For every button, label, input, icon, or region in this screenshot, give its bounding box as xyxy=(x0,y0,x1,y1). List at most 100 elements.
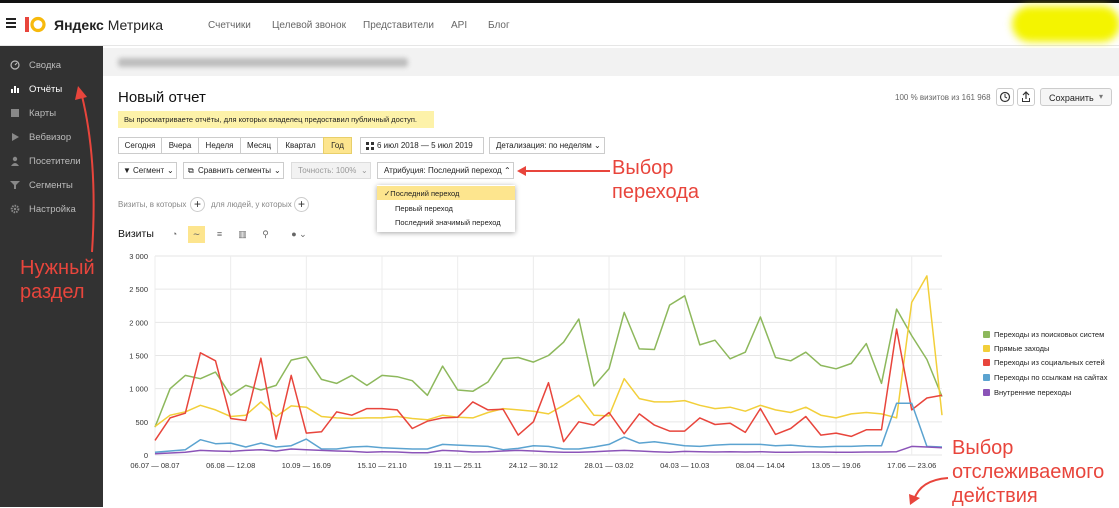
period-month[interactable]: Месяц xyxy=(240,137,278,154)
legend-label: Переходы из социальных сетей xyxy=(994,358,1105,367)
top-stripe xyxy=(0,0,1119,3)
chevron-up-icon: ⌃ xyxy=(504,166,511,175)
nav-blog[interactable]: Блог xyxy=(488,20,510,31)
compare-segments-button[interactable]: ⧉ Сравнить сегменты ⌄ xyxy=(183,162,284,179)
period-year[interactable]: Год xyxy=(323,137,352,154)
attribution-option-last[interactable]: ✓Последний переход xyxy=(377,186,515,200)
sidebar-item-settings[interactable]: Настройка xyxy=(0,200,103,220)
sidebar-item-visitors[interactable]: Посетители xyxy=(0,152,103,172)
annotation-transition-choice: Выбор перехода xyxy=(612,157,700,203)
y-tick-label: 2 000 xyxy=(129,318,148,327)
x-tick-label: 08.04 — 14.04 xyxy=(736,461,785,470)
annotation-arrow-action xyxy=(909,477,949,505)
segment-button[interactable]: ▼ Сегмент ⌄ xyxy=(118,162,177,179)
nav-counters[interactable]: Счетчики xyxy=(208,20,251,31)
sidebar-item-label: Посетители xyxy=(29,156,81,167)
y-tick-label: 1 500 xyxy=(129,352,148,361)
period-today[interactable]: Сегодня xyxy=(118,137,162,154)
attribution-option-first[interactable]: Первый переход xyxy=(377,201,515,215)
legend-label: Внутренние переходы xyxy=(994,388,1072,397)
attribution-dropdown: ✓Последний переход Первый переход Послед… xyxy=(377,185,515,232)
legend-swatch xyxy=(983,345,990,352)
y-tick-label: 500 xyxy=(135,418,148,427)
sidebar-item-maps[interactable]: Карты xyxy=(0,104,103,124)
date-range-picker[interactable]: 6 июл 2018 — 5 июл 2019 xyxy=(360,137,484,154)
option-text: Последний значимый переход xyxy=(395,218,501,227)
chevron-down-icon: ⌄ xyxy=(594,141,601,150)
sidebar: Сводка Отчёты Карты Вебвизор Посетители … xyxy=(0,46,103,507)
sidebar-item-reports[interactable]: Отчёты xyxy=(0,80,103,100)
brand-name[interactable]: Яндекс Метрика xyxy=(54,17,163,33)
option-text: Первый переход xyxy=(395,204,453,213)
sidebar-item-webvisor[interactable]: Вебвизор xyxy=(0,128,103,148)
sidebar-item-label: Вебвизор xyxy=(29,132,72,143)
x-tick-label: 06.08 — 12.08 xyxy=(206,461,255,470)
legend-item[interactable]: Переходы из социальных сетей xyxy=(983,358,1105,367)
compare-label: Сравнить сегменты xyxy=(198,166,272,175)
line-icon: ∼ xyxy=(192,229,201,239)
y-tick-label: 2 500 xyxy=(129,285,148,294)
chevron-down-icon: ⌄ xyxy=(361,166,368,175)
annotation-tracked-action: Выбор отслеживаемого действия xyxy=(952,437,1105,507)
x-tick-label: 17.06 — 23.06 xyxy=(887,461,936,470)
sidebar-item-label: Карты xyxy=(29,108,57,119)
save-button[interactable]: Сохранить ▾ xyxy=(1040,88,1112,106)
notice-text: Вы просматриваете отчёты, для которых вл… xyxy=(124,115,418,124)
x-tick-label: 04.03 — 10.03 xyxy=(660,461,709,470)
detail-select[interactable]: Детализация: по неделям ⌄ xyxy=(489,137,605,154)
chart-type-line-button[interactable]: ∼ xyxy=(188,226,205,243)
legend-item[interactable]: Переходы по ссылкам на сайтах xyxy=(983,373,1107,382)
date-range-label: 6 июл 2018 — 5 июл 2019 xyxy=(377,141,473,150)
annotation-arrow-attribution xyxy=(517,166,610,176)
page-title: Новый отчет xyxy=(118,89,206,106)
attribution-option-last-significant[interactable]: Последний значимый переход xyxy=(377,215,515,229)
yandex-metrica-logo[interactable] xyxy=(24,13,46,35)
filter-people-label: для людей, у которых xyxy=(211,200,292,209)
x-tick-label: 24.12 — 30.12 xyxy=(509,461,558,470)
sidebar-item-summary[interactable]: Сводка xyxy=(0,56,103,76)
y-tick-label: 1 000 xyxy=(129,385,148,394)
save-label: Сохранить xyxy=(1049,93,1094,103)
series-line-0 xyxy=(154,295,943,428)
reports-icon xyxy=(11,86,19,93)
user-avatar-redacted[interactable] xyxy=(1012,6,1119,42)
sidebar-item-segments[interactable]: Сегменты xyxy=(0,176,103,196)
filter-icon: ▼ xyxy=(123,166,131,175)
chart-type-pie-button[interactable]: ◔ xyxy=(166,226,183,243)
history-button[interactable] xyxy=(996,88,1014,106)
x-tick-label: 10.09 — 16.09 xyxy=(282,461,331,470)
legend-swatch xyxy=(983,389,990,396)
legend-swatch xyxy=(983,331,990,338)
maps-icon xyxy=(11,109,19,117)
nav-call-tracking[interactable]: Целевой звонок xyxy=(272,20,346,31)
chart-annotations-button[interactable]: ● ⌄ xyxy=(283,226,315,243)
accuracy-select[interactable]: Точность: 100% ⌄ xyxy=(291,162,371,179)
brand-main: Яндекс xyxy=(54,17,104,33)
menu-icon[interactable] xyxy=(6,18,16,28)
clock-icon xyxy=(999,91,1011,103)
period-yesterday[interactable]: Вчера xyxy=(161,137,199,154)
nav-representatives[interactable]: Представители xyxy=(363,20,434,31)
series-line-4 xyxy=(154,445,943,455)
nav-api[interactable]: API xyxy=(451,20,468,31)
legend-label: Переходы из поисковых систем xyxy=(994,330,1105,339)
export-button[interactable] xyxy=(1017,88,1035,106)
pie-icon: ◔ xyxy=(171,229,178,239)
sampling-info: 100 % визитов из 161 968 xyxy=(895,93,991,102)
period-label: Сегодня xyxy=(124,141,156,150)
chart-type-bar-button[interactable]: ▥ xyxy=(234,226,251,243)
chart-type-map-button[interactable]: ⚲ xyxy=(257,226,274,243)
legend-item[interactable]: Прямые заходы xyxy=(983,344,1049,353)
legend-swatch xyxy=(983,374,990,381)
accuracy-label: Точность: 100% xyxy=(298,166,357,175)
attribution-select[interactable]: Атрибуция: Последний переход ⌃ xyxy=(377,162,514,179)
chart-type-area-button[interactable]: ≡ xyxy=(211,226,228,243)
add-people-filter-button[interactable]: + xyxy=(294,197,309,212)
legend-item[interactable]: Внутренние переходы xyxy=(983,388,1071,397)
add-visit-filter-button[interactable]: + xyxy=(190,197,205,212)
legend-item[interactable]: Переходы из поисковых систем xyxy=(983,330,1104,339)
y-tick-label: 3 000 xyxy=(129,252,148,261)
play-icon xyxy=(12,133,19,141)
sidebar-item-label: Сводка xyxy=(29,60,62,71)
